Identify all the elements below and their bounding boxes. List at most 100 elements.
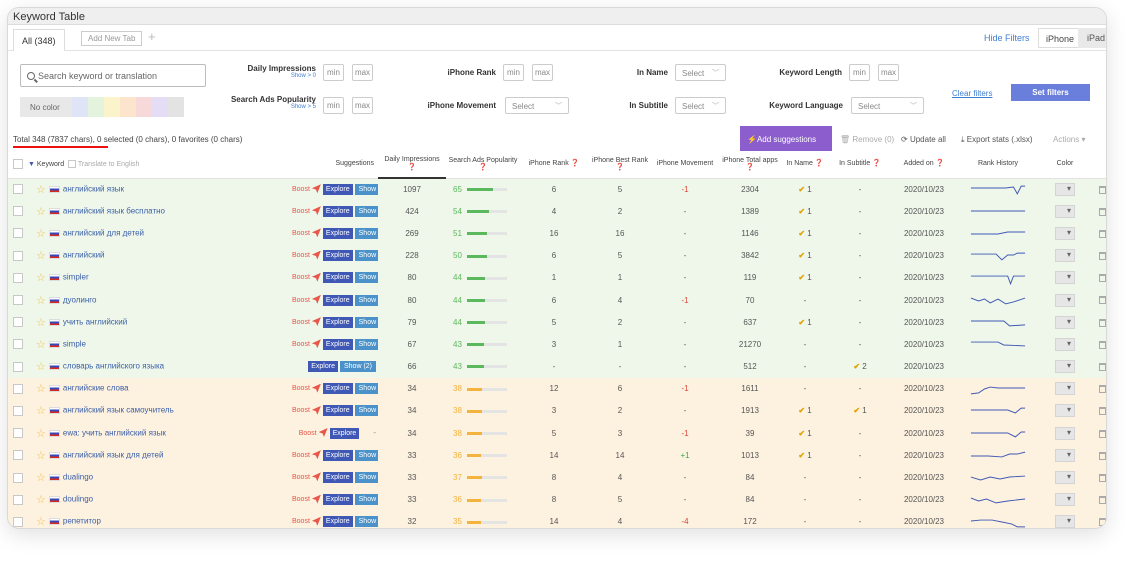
keyword-cell[interactable]: ☆ английский язык для детей bbox=[28, 444, 292, 467]
table-row[interactable]: ☆ английский язык для детей Boost Explore S… bbox=[8, 444, 1106, 467]
boost-link[interactable]: Boost bbox=[292, 229, 310, 237]
row-checkbox[interactable] bbox=[8, 333, 28, 356]
boost-link[interactable]: Boost bbox=[292, 385, 310, 393]
color-select[interactable] bbox=[1055, 448, 1075, 462]
keyword-cell[interactable]: ☆ английские слова bbox=[28, 377, 292, 400]
row-checkbox[interactable] bbox=[8, 444, 28, 467]
clear-filters-link[interactable]: Clear filters bbox=[952, 89, 993, 98]
star-icon[interactable]: ☆ bbox=[36, 250, 46, 263]
star-icon[interactable]: ☆ bbox=[36, 494, 46, 507]
show-suggestions-button[interactable]: Show (1) bbox=[354, 294, 378, 306]
trash-icon[interactable] bbox=[1098, 362, 1106, 371]
keyword-text[interactable]: дуолинго bbox=[62, 295, 97, 305]
color-select[interactable] bbox=[1055, 315, 1075, 329]
keyword-text[interactable]: ewa: учить английский язык bbox=[62, 428, 166, 438]
show-suggestions-button[interactable]: Show (12) bbox=[354, 272, 378, 284]
trash-icon[interactable] bbox=[1098, 296, 1106, 305]
row-checkbox[interactable] bbox=[8, 422, 28, 445]
help-icon[interactable]: ❓ bbox=[478, 164, 488, 172]
star-icon[interactable]: ☆ bbox=[36, 383, 46, 396]
row-checkbox[interactable] bbox=[8, 244, 28, 267]
row-checkbox[interactable] bbox=[8, 266, 28, 289]
keyword-text[interactable]: английский язык bbox=[62, 184, 124, 194]
show-suggestions-button[interactable]: Show (1) bbox=[354, 494, 378, 506]
iphone-movement-select[interactable]: Select ﹀ bbox=[505, 97, 569, 114]
star-icon[interactable]: ☆ bbox=[36, 227, 46, 240]
show-suggestions-button[interactable]: Show (2) bbox=[339, 361, 376, 373]
table-row[interactable]: ☆ ewa: учить английский язык Boost Explore… bbox=[8, 422, 1106, 445]
keyword-text[interactable]: английский язык бесплатно bbox=[62, 206, 165, 216]
in-name-select[interactable]: Select ﹀ bbox=[675, 64, 726, 81]
keyword-text[interactable]: учить английский bbox=[62, 317, 128, 327]
explore-button[interactable]: Explore bbox=[322, 205, 353, 217]
show-suggestions-button[interactable]: Show (12) bbox=[354, 183, 378, 195]
row-checkbox[interactable] bbox=[8, 488, 28, 511]
trash-icon[interactable] bbox=[1098, 207, 1106, 216]
boost-link[interactable]: Boost bbox=[298, 429, 317, 437]
trash-icon[interactable] bbox=[1098, 252, 1106, 261]
show-suggestions-button[interactable]: Show (1) bbox=[354, 472, 378, 484]
trash-icon[interactable] bbox=[1098, 407, 1106, 416]
actions-dropdown[interactable]: Actions ▾ bbox=[1053, 135, 1085, 144]
keyword-cell[interactable]: ☆ английский язык бесплатно bbox=[28, 200, 292, 223]
help-icon[interactable]: ❓ bbox=[935, 160, 945, 168]
color-select[interactable] bbox=[1055, 271, 1075, 285]
help-icon[interactable]: ❓ bbox=[814, 160, 824, 168]
table-row[interactable]: ☆ словарь английского языка Explore Show (… bbox=[8, 355, 1106, 378]
explore-button[interactable]: Explore bbox=[322, 272, 353, 284]
keyword-text[interactable]: simple bbox=[62, 339, 86, 349]
translate-checkbox[interactable] bbox=[68, 159, 77, 168]
keyword-text[interactable]: doulingo bbox=[62, 494, 94, 504]
show-suggestions-button[interactable]: Show (12) bbox=[354, 250, 378, 262]
keyword-cell[interactable]: ☆ simple bbox=[28, 333, 292, 356]
row-checkbox[interactable] bbox=[8, 355, 28, 378]
color-select[interactable] bbox=[1055, 182, 1075, 196]
iphone-rank-min[interactable]: min bbox=[503, 64, 524, 81]
color-select[interactable] bbox=[1055, 337, 1075, 351]
show-suggestions-button[interactable]: Show (4) bbox=[354, 405, 378, 417]
star-icon[interactable]: ☆ bbox=[36, 516, 46, 529]
row-checkbox[interactable] bbox=[8, 377, 28, 400]
filter-hint[interactable]: Show > 0 bbox=[290, 73, 316, 79]
row-checkbox[interactable] bbox=[8, 200, 28, 223]
boost-link[interactable]: Boost bbox=[292, 496, 310, 504]
search-ads-popularity-min[interactable]: min bbox=[323, 97, 344, 114]
color-swatch[interactable] bbox=[88, 97, 104, 117]
boost-link[interactable]: Boost bbox=[292, 407, 310, 415]
help-icon[interactable]: ❓ bbox=[745, 164, 755, 172]
help-icon[interactable]: ❓ bbox=[615, 164, 625, 172]
search-ads-popularity-column-header[interactable]: Search Ads Popularity ❓ bbox=[446, 151, 520, 179]
device-tab-ipad[interactable]: iPad bbox=[1078, 28, 1106, 48]
keyword-cell[interactable]: ☆ английский для детей bbox=[28, 222, 292, 245]
star-icon[interactable]: ☆ bbox=[36, 449, 46, 462]
keyword-cell[interactable]: ☆ английский bbox=[28, 244, 292, 267]
show-suggestions-button[interactable]: Show (11) bbox=[354, 383, 378, 395]
row-checkbox[interactable] bbox=[8, 311, 28, 334]
explore-button[interactable]: Explore bbox=[322, 405, 353, 417]
color-select[interactable] bbox=[1055, 249, 1075, 263]
explore-button[interactable]: Explore bbox=[322, 227, 353, 239]
explore-button[interactable]: Explore bbox=[322, 183, 353, 195]
keyword-text[interactable]: dualingo bbox=[62, 472, 94, 482]
keyword-cell[interactable]: ☆ английский язык самоучитель bbox=[28, 399, 292, 423]
daily-impressions-max[interactable]: max bbox=[352, 64, 373, 81]
color-select[interactable] bbox=[1055, 293, 1075, 307]
star-icon[interactable]: ☆ bbox=[36, 294, 46, 307]
star-icon[interactable]: ☆ bbox=[36, 361, 46, 374]
explore-button[interactable]: Explore bbox=[322, 338, 353, 350]
keyword-cell[interactable]: ☆ английский язык bbox=[28, 178, 292, 201]
show-suggestions-button[interactable]: Show (11) bbox=[354, 316, 378, 328]
explore-button[interactable]: Explore bbox=[322, 316, 353, 328]
help-icon[interactable]: ❓ bbox=[407, 164, 417, 171]
daily-impressions-min[interactable]: min bbox=[323, 64, 344, 81]
in-name-column-header[interactable]: In Name ❓ bbox=[782, 151, 828, 179]
trash-icon[interactable] bbox=[1098, 385, 1106, 394]
explore-button[interactable]: Explore bbox=[322, 494, 353, 506]
table-row[interactable]: ☆ английский язык бесплатно Boost Explore S… bbox=[8, 200, 1106, 223]
star-icon[interactable]: ☆ bbox=[36, 338, 46, 351]
